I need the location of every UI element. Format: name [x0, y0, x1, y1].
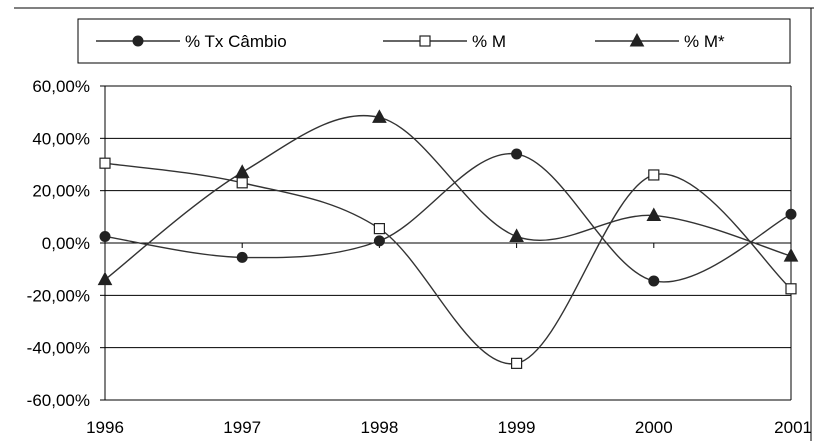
- y-tick-label: 40,00%: [32, 129, 90, 148]
- x-tick-label: 1996: [86, 418, 124, 437]
- x-tick-label: 1997: [223, 418, 261, 437]
- data-point-square: [785, 283, 797, 295]
- legend-label: % M: [472, 32, 506, 51]
- series-line-triangle: [104, 115, 792, 281]
- series-lines: [97, 109, 799, 369]
- x-tick-label: 2001: [774, 418, 812, 437]
- data-point-circle: [785, 208, 797, 220]
- data-point-circle: [648, 275, 660, 287]
- y-tick-label: -20,00%: [27, 286, 90, 305]
- data-point-circle: [99, 230, 111, 242]
- x-tick-label: 2000: [635, 418, 673, 437]
- legend: % Tx Câmbio % M % M*: [77, 18, 791, 64]
- legend-item: % Tx Câmbio: [96, 32, 287, 51]
- legend-marker-circle: [132, 35, 144, 47]
- data-point-circle: [511, 148, 523, 160]
- data-point-square: [373, 223, 385, 235]
- y-tick-label: 20,00%: [32, 182, 90, 201]
- y-tick-label: -40,00%: [27, 339, 90, 358]
- data-point-triangle: [646, 207, 662, 222]
- x-tick-labels: 1996 1997 1998 1999 2000 2001: [86, 418, 812, 437]
- legend-item: % M: [383, 32, 506, 51]
- legend-item: % M*: [595, 32, 725, 51]
- x-tick-label: 1998: [360, 418, 398, 437]
- data-point-triangle: [234, 164, 250, 178]
- legend-marker-triangle: [629, 32, 645, 47]
- series-square: [99, 157, 797, 369]
- y-tick-labels: 60,00% 40,00% 20,00% 0,00% -20,00% -40,00% -60…: [27, 77, 90, 410]
- legend-marker-square: [419, 35, 431, 47]
- gridlines: [105, 85, 791, 401]
- data-point-square: [236, 177, 248, 189]
- data-point-square: [99, 157, 111, 169]
- data-point-circle: [373, 235, 385, 247]
- axes: [14, 7, 814, 441]
- data-point-square: [511, 357, 523, 369]
- data-point-square: [648, 169, 660, 181]
- legend-label: % M*: [684, 32, 725, 51]
- y-tick-label: 60,00%: [32, 77, 90, 96]
- data-point-triangle: [783, 248, 799, 262]
- y-tick-label: -60,00%: [27, 391, 90, 410]
- data-point-circle: [236, 251, 248, 263]
- data-point-triangle: [509, 228, 524, 242]
- series-circle: [99, 148, 797, 287]
- data-point-triangle: [372, 109, 387, 123]
- legend-label: % Tx Câmbio: [185, 32, 287, 51]
- data-point-triangle: [97, 271, 113, 286]
- series-triangle: [97, 109, 799, 286]
- x-tick-label: 1999: [498, 418, 536, 437]
- y-tick-label: 0,00%: [42, 234, 90, 253]
